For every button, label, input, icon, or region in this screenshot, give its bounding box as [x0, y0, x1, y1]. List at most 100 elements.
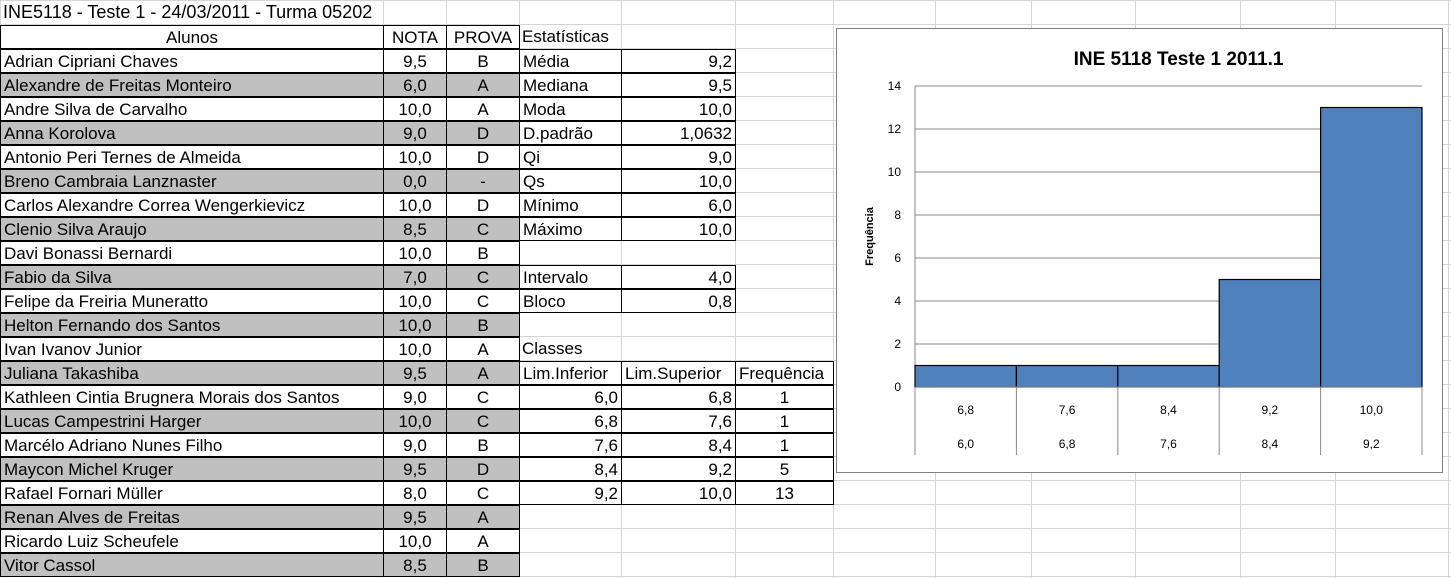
stat-label[interactable]: Moda — [519, 97, 622, 121]
class-lim-superior[interactable]: 10,0 — [621, 481, 736, 505]
class-frequencia[interactable]: 1 — [735, 433, 834, 457]
histogram-chart[interactable]: INE 5118 Teste 1 2011.1 Frequência 0 2 4 6 8 10… — [836, 28, 1443, 473]
interval-value[interactable]: 4,0 — [621, 265, 736, 289]
student-prova[interactable]: B — [446, 433, 520, 457]
student-name[interactable]: Antonio Peri Ternes de Almeida — [0, 145, 384, 169]
student-name[interactable]: Anna Korolova — [0, 121, 384, 145]
student-prova[interactable]: D — [446, 121, 520, 145]
student-prova[interactable]: - — [446, 169, 520, 193]
stat-value[interactable]: 9,0 — [621, 145, 736, 169]
student-name[interactable]: Maycon Michel Kruger — [0, 457, 384, 481]
stat-label[interactable]: Mínimo — [519, 193, 622, 217]
class-lim-superior[interactable]: 6,8 — [621, 385, 736, 409]
student-prova[interactable]: B — [446, 241, 520, 265]
student-nota[interactable]: 10,0 — [383, 529, 447, 553]
stat-label[interactable]: Máximo — [519, 217, 622, 241]
stat-value[interactable]: 10,0 — [621, 217, 736, 241]
student-name[interactable]: Marcélo Adriano Nunes Filho — [0, 433, 384, 457]
student-prova[interactable]: A — [446, 505, 520, 529]
stat-label[interactable]: Média — [519, 49, 622, 73]
student-prova[interactable]: C — [446, 289, 520, 313]
student-name[interactable]: Carlos Alexandre Correa Wengerkievicz — [0, 193, 384, 217]
class-lim-inferior[interactable]: 8,4 — [519, 457, 622, 481]
student-nota[interactable]: 10,0 — [383, 241, 447, 265]
student-name[interactable]: Kathleen Cintia Brugnera Morais dos Sant… — [0, 385, 384, 409]
stat-label[interactable]: Qi — [519, 145, 622, 169]
student-name[interactable]: Breno Cambraia Lanznaster — [0, 169, 384, 193]
student-name[interactable]: Andre Silva de Carvalho — [0, 97, 384, 121]
class-frequencia[interactable]: 13 — [735, 481, 834, 505]
stat-label[interactable]: Mediana — [519, 73, 622, 97]
student-nota[interactable]: 10,0 — [383, 313, 447, 337]
student-nota[interactable]: 9,0 — [383, 385, 447, 409]
student-nota[interactable]: 9,5 — [383, 457, 447, 481]
student-nota[interactable]: 10,0 — [383, 193, 447, 217]
classes-header-lim-superior[interactable]: Lim.Superior — [621, 361, 736, 385]
class-lim-superior[interactable]: 7,6 — [621, 409, 736, 433]
class-frequencia[interactable]: 5 — [735, 457, 834, 481]
student-prova[interactable]: B — [446, 553, 520, 577]
student-nota[interactable]: 9,5 — [383, 49, 447, 73]
student-nota[interactable]: 10,0 — [383, 409, 447, 433]
stat-value[interactable]: 9,5 — [621, 73, 736, 97]
student-prova[interactable]: D — [446, 193, 520, 217]
student-name[interactable]: Ricardo Luiz Scheufele — [0, 529, 384, 553]
student-prova[interactable]: A — [446, 361, 520, 385]
student-nota[interactable]: 8,5 — [383, 553, 447, 577]
student-name[interactable]: Ivan Ivanov Junior — [0, 337, 384, 361]
student-name[interactable]: Alexandre de Freitas Monteiro — [0, 73, 384, 97]
student-prova[interactable]: C — [446, 385, 520, 409]
header-estatisticas[interactable]: Estatísticas — [522, 27, 609, 46]
class-lim-superior[interactable]: 8,4 — [621, 433, 736, 457]
student-name[interactable]: Helton Fernando dos Santos — [0, 313, 384, 337]
student-name[interactable]: Rafael Fornari Müller — [0, 481, 384, 505]
student-prova[interactable]: A — [446, 337, 520, 361]
student-prova[interactable]: C — [446, 265, 520, 289]
stat-label[interactable]: D.padrão — [519, 121, 622, 145]
bloco-value[interactable]: 0,8 — [621, 289, 736, 313]
student-name[interactable]: Felipe da Freiria Muneratto — [0, 289, 384, 313]
student-name[interactable]: Vitor Cassol — [0, 553, 384, 577]
classes-header-frequencia[interactable]: Frequência — [735, 361, 834, 385]
student-prova[interactable]: A — [446, 73, 520, 97]
classes-header-lim-inferior[interactable]: Lim.Inferior — [519, 361, 622, 385]
student-nota[interactable]: 0,0 — [383, 169, 447, 193]
student-name[interactable]: Clenio Silva Araujo — [0, 217, 384, 241]
stat-value[interactable]: 9,2 — [621, 49, 736, 73]
student-nota[interactable]: 9,5 — [383, 361, 447, 385]
student-prova[interactable]: D — [446, 145, 520, 169]
student-nota[interactable]: 8,0 — [383, 481, 447, 505]
student-name[interactable]: Renan Alves de Freitas — [0, 505, 384, 529]
student-nota[interactable]: 10,0 — [383, 145, 447, 169]
class-lim-inferior[interactable]: 7,6 — [519, 433, 622, 457]
student-nota[interactable]: 9,0 — [383, 433, 447, 457]
student-name[interactable]: Juliana Takashiba — [0, 361, 384, 385]
class-frequencia[interactable]: 1 — [735, 409, 834, 433]
student-prova[interactable]: A — [446, 97, 520, 121]
student-name[interactable]: Lucas Campestrini Harger — [0, 409, 384, 433]
class-frequencia[interactable]: 1 — [735, 385, 834, 409]
sheet-title[interactable]: INE5118 - Teste 1 - 24/03/2011 - Turma 0… — [3, 2, 373, 22]
student-prova[interactable]: C — [446, 217, 520, 241]
stat-value[interactable]: 6,0 — [621, 193, 736, 217]
student-nota[interactable]: 6,0 — [383, 73, 447, 97]
student-prova[interactable]: D — [446, 457, 520, 481]
header-alunos[interactable]: Alunos — [0, 25, 384, 49]
header-nota[interactable]: NOTA — [383, 25, 447, 49]
student-prova[interactable]: A — [446, 529, 520, 553]
student-prova[interactable]: B — [446, 49, 520, 73]
student-name[interactable]: Davi Bonassi Bernardi — [0, 241, 384, 265]
stat-value[interactable]: 10,0 — [621, 169, 736, 193]
student-name[interactable]: Fabio da Silva — [0, 265, 384, 289]
student-nota[interactable]: 7,0 — [383, 265, 447, 289]
student-nota[interactable]: 10,0 — [383, 289, 447, 313]
student-nota[interactable]: 8,5 — [383, 217, 447, 241]
interval-label[interactable]: Intervalo — [519, 265, 622, 289]
stat-value[interactable]: 1,0632 — [621, 121, 736, 145]
student-nota[interactable]: 9,0 — [383, 121, 447, 145]
student-prova[interactable]: C — [446, 409, 520, 433]
student-prova[interactable]: B — [446, 313, 520, 337]
class-lim-inferior[interactable]: 9,2 — [519, 481, 622, 505]
student-name[interactable]: Adrian Cipriani Chaves — [0, 49, 384, 73]
stat-label[interactable]: Qs — [519, 169, 622, 193]
